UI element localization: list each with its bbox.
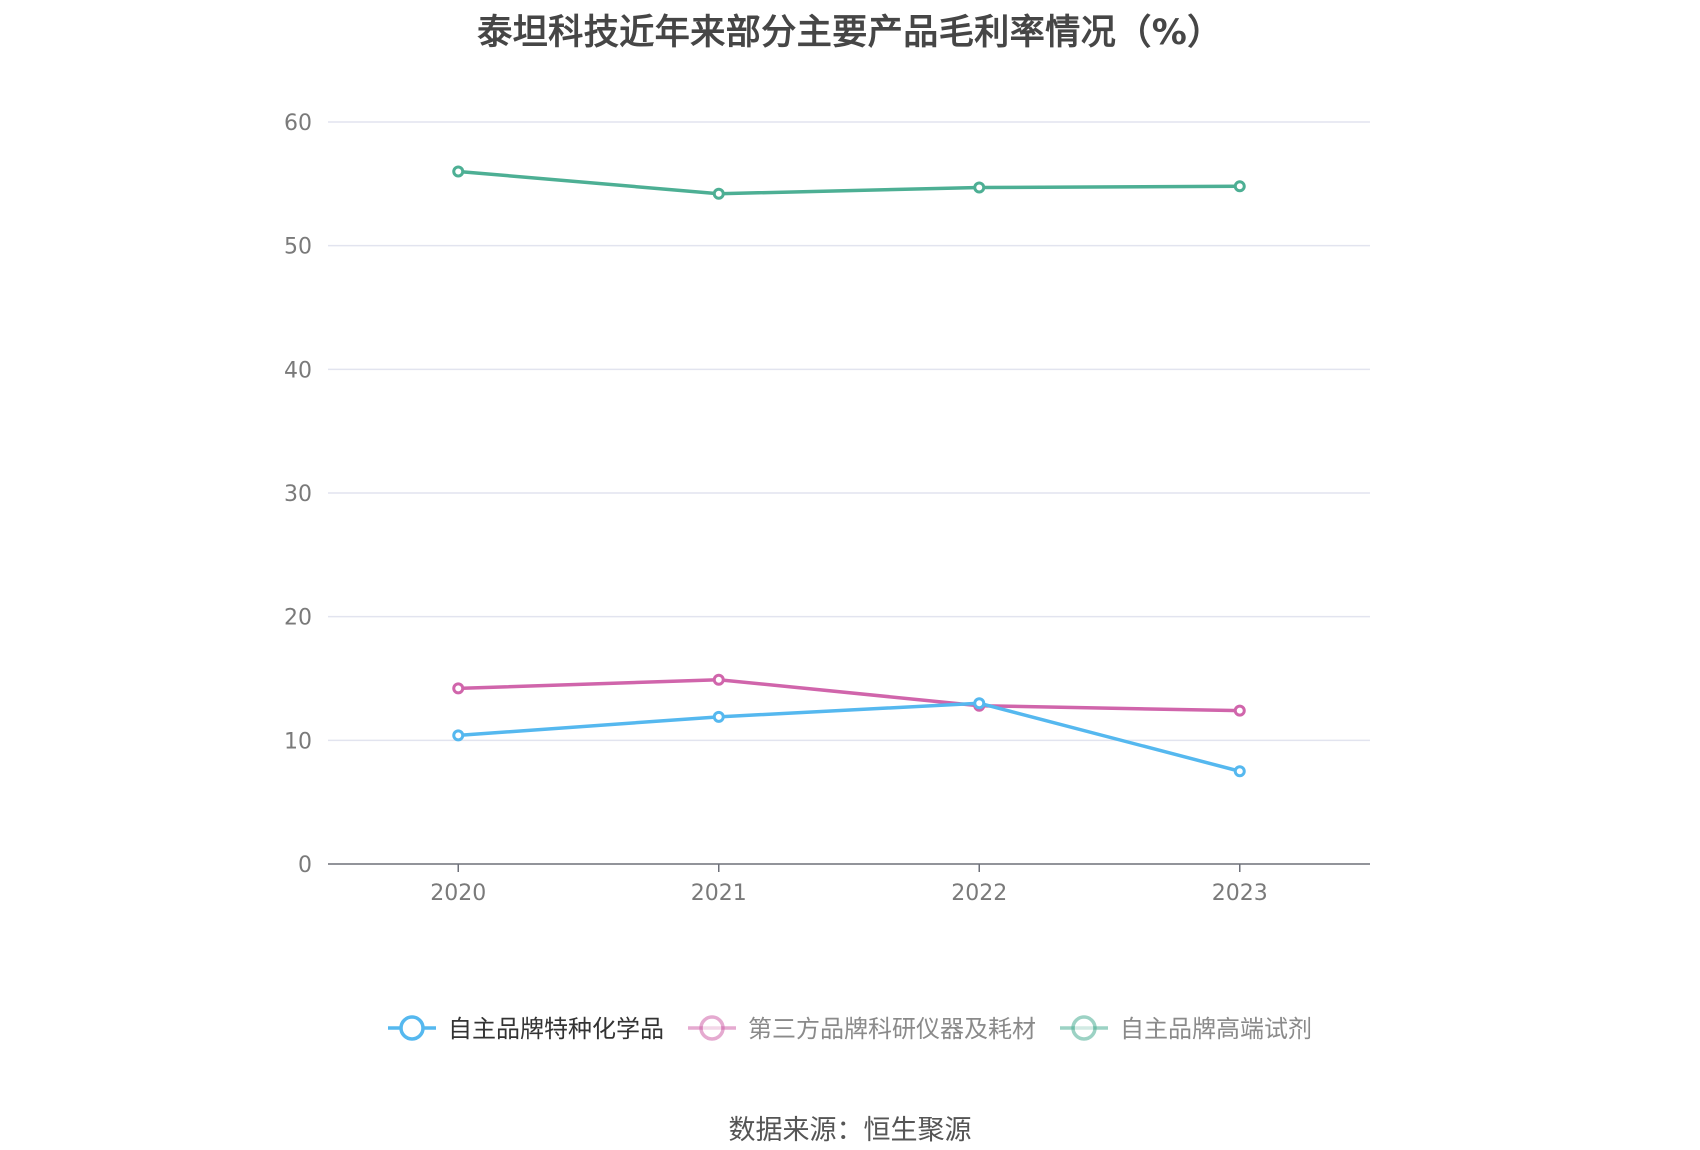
x-tick-label: 2021 <box>691 881 747 906</box>
x-axis: 2020 2021 2022 2023 <box>328 863 1370 906</box>
grid-lines <box>328 121 1370 742</box>
series-line <box>456 169 1242 196</box>
series-line <box>456 677 1242 713</box>
x-tick-label: 2023 <box>1212 881 1268 906</box>
series-0 <box>452 697 1246 778</box>
legend-label: 第三方品牌科研仪器及耗材 <box>748 1015 1036 1043</box>
legend-marker-icon <box>1071 1015 1097 1041</box>
data-point[interactable] <box>452 682 465 695</box>
data-source-note: 数据来源：恒生聚源 <box>728 1115 972 1146</box>
series-2 <box>452 165 1246 200</box>
y-tick-label: 50 <box>284 235 312 260</box>
data-point[interactable] <box>973 697 986 710</box>
legend-item-0[interactable]: 自主品牌特种化学品 <box>388 1015 664 1043</box>
legend-label: 自主品牌高端试剂 <box>1120 1015 1312 1043</box>
legend-item-1[interactable]: 第三方品牌科研仪器及耗材 <box>688 1015 1036 1043</box>
data-point[interactable] <box>1233 180 1246 193</box>
legend-label: 自主品牌特种化学品 <box>448 1015 664 1043</box>
chart-title: 泰坦科技近年来部分主要产品毛利率情况（%） <box>477 13 1223 53</box>
series-line <box>456 701 1242 773</box>
x-tick-label: 2020 <box>430 881 486 906</box>
y-tick-label: 0 <box>298 853 312 878</box>
data-point[interactable] <box>1233 704 1246 717</box>
data-point[interactable] <box>452 165 465 178</box>
y-tick-label: 10 <box>284 729 312 754</box>
data-point[interactable] <box>1233 765 1246 778</box>
y-axis: 0 10 20 30 40 50 60 <box>284 111 312 878</box>
y-tick-label: 30 <box>284 482 312 507</box>
legend[interactable]: 自主品牌特种化学品 第三方品牌科研仪器及耗材 自主品牌高端试剂 <box>388 1015 1312 1043</box>
x-tick-label: 2022 <box>951 881 1007 906</box>
legend-marker-icon <box>699 1015 725 1041</box>
y-tick-label: 60 <box>284 111 312 136</box>
data-point[interactable] <box>712 673 725 686</box>
data-point[interactable] <box>452 729 465 742</box>
y-tick-label: 40 <box>284 358 312 383</box>
legend-marker-icon <box>399 1015 425 1041</box>
data-point[interactable] <box>973 181 986 194</box>
series-group <box>452 165 1246 778</box>
legend-item-2[interactable]: 自主品牌高端试剂 <box>1060 1015 1312 1043</box>
data-point[interactable] <box>712 710 725 723</box>
data-point[interactable] <box>712 187 725 200</box>
y-tick-label: 20 <box>284 606 312 631</box>
